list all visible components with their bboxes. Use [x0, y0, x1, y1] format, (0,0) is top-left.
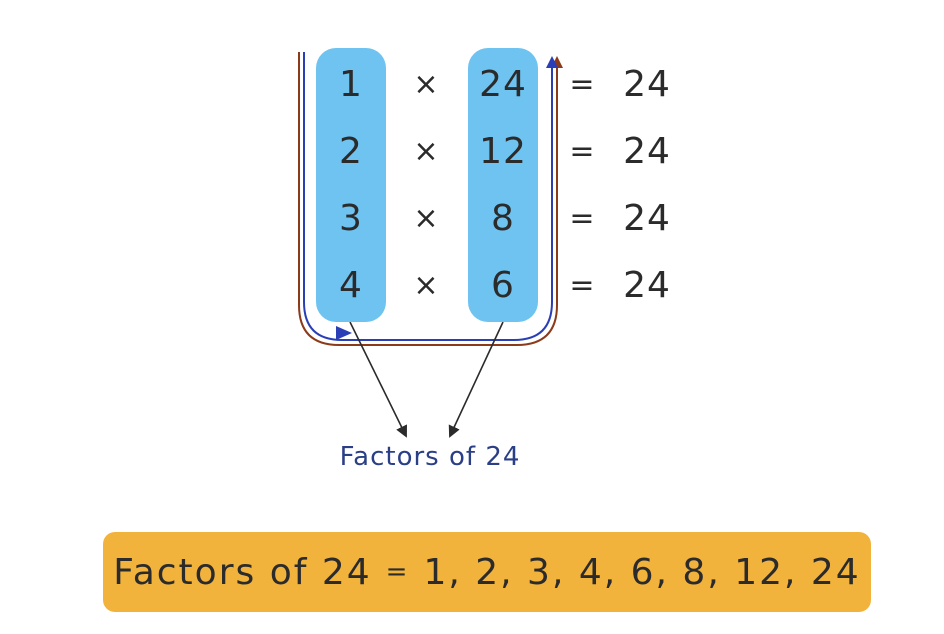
- left-factor: 3: [339, 198, 363, 239]
- left-factor: 1: [339, 64, 363, 105]
- factors-summary-banner: Factors of 24 = 1, 2, 3, 4, 6, 8, 12, 24: [103, 532, 871, 612]
- right-factor: 24: [479, 64, 527, 105]
- loop-arrowhead: [336, 326, 352, 340]
- right-factor-column: [468, 48, 538, 322]
- times-sign: ×: [413, 268, 439, 303]
- times-sign: ×: [413, 201, 439, 236]
- product: 24: [623, 198, 671, 239]
- product: 24: [623, 64, 671, 105]
- right-factor: 12: [479, 131, 527, 172]
- times-sign: ×: [413, 67, 439, 102]
- outer-loop-line: [298, 52, 563, 346]
- equals-sign: =: [569, 201, 595, 236]
- left-factor: 4: [339, 265, 363, 306]
- product: 24: [623, 131, 671, 172]
- left-factor-column: [316, 48, 386, 322]
- pointer-arrow-right: [448, 321, 504, 438]
- pointer-arrow-left: [349, 321, 407, 438]
- banner-label: Factors of 24: [113, 551, 372, 593]
- product: 24: [623, 265, 671, 306]
- banner-equals-sign: =: [385, 557, 410, 587]
- banner-factor-list: 1, 2, 3, 4, 6, 8, 12, 24: [423, 551, 861, 593]
- right-factor: 8: [491, 198, 515, 239]
- times-sign: ×: [413, 134, 439, 169]
- left-factor: 2: [339, 131, 363, 172]
- equals-sign: =: [569, 134, 595, 169]
- right-factor: 6: [491, 265, 515, 306]
- factors-caption: Factors of 24: [339, 442, 521, 472]
- equals-sign: =: [569, 67, 595, 102]
- inner-loop-line: [303, 52, 558, 341]
- equals-sign: =: [569, 268, 595, 303]
